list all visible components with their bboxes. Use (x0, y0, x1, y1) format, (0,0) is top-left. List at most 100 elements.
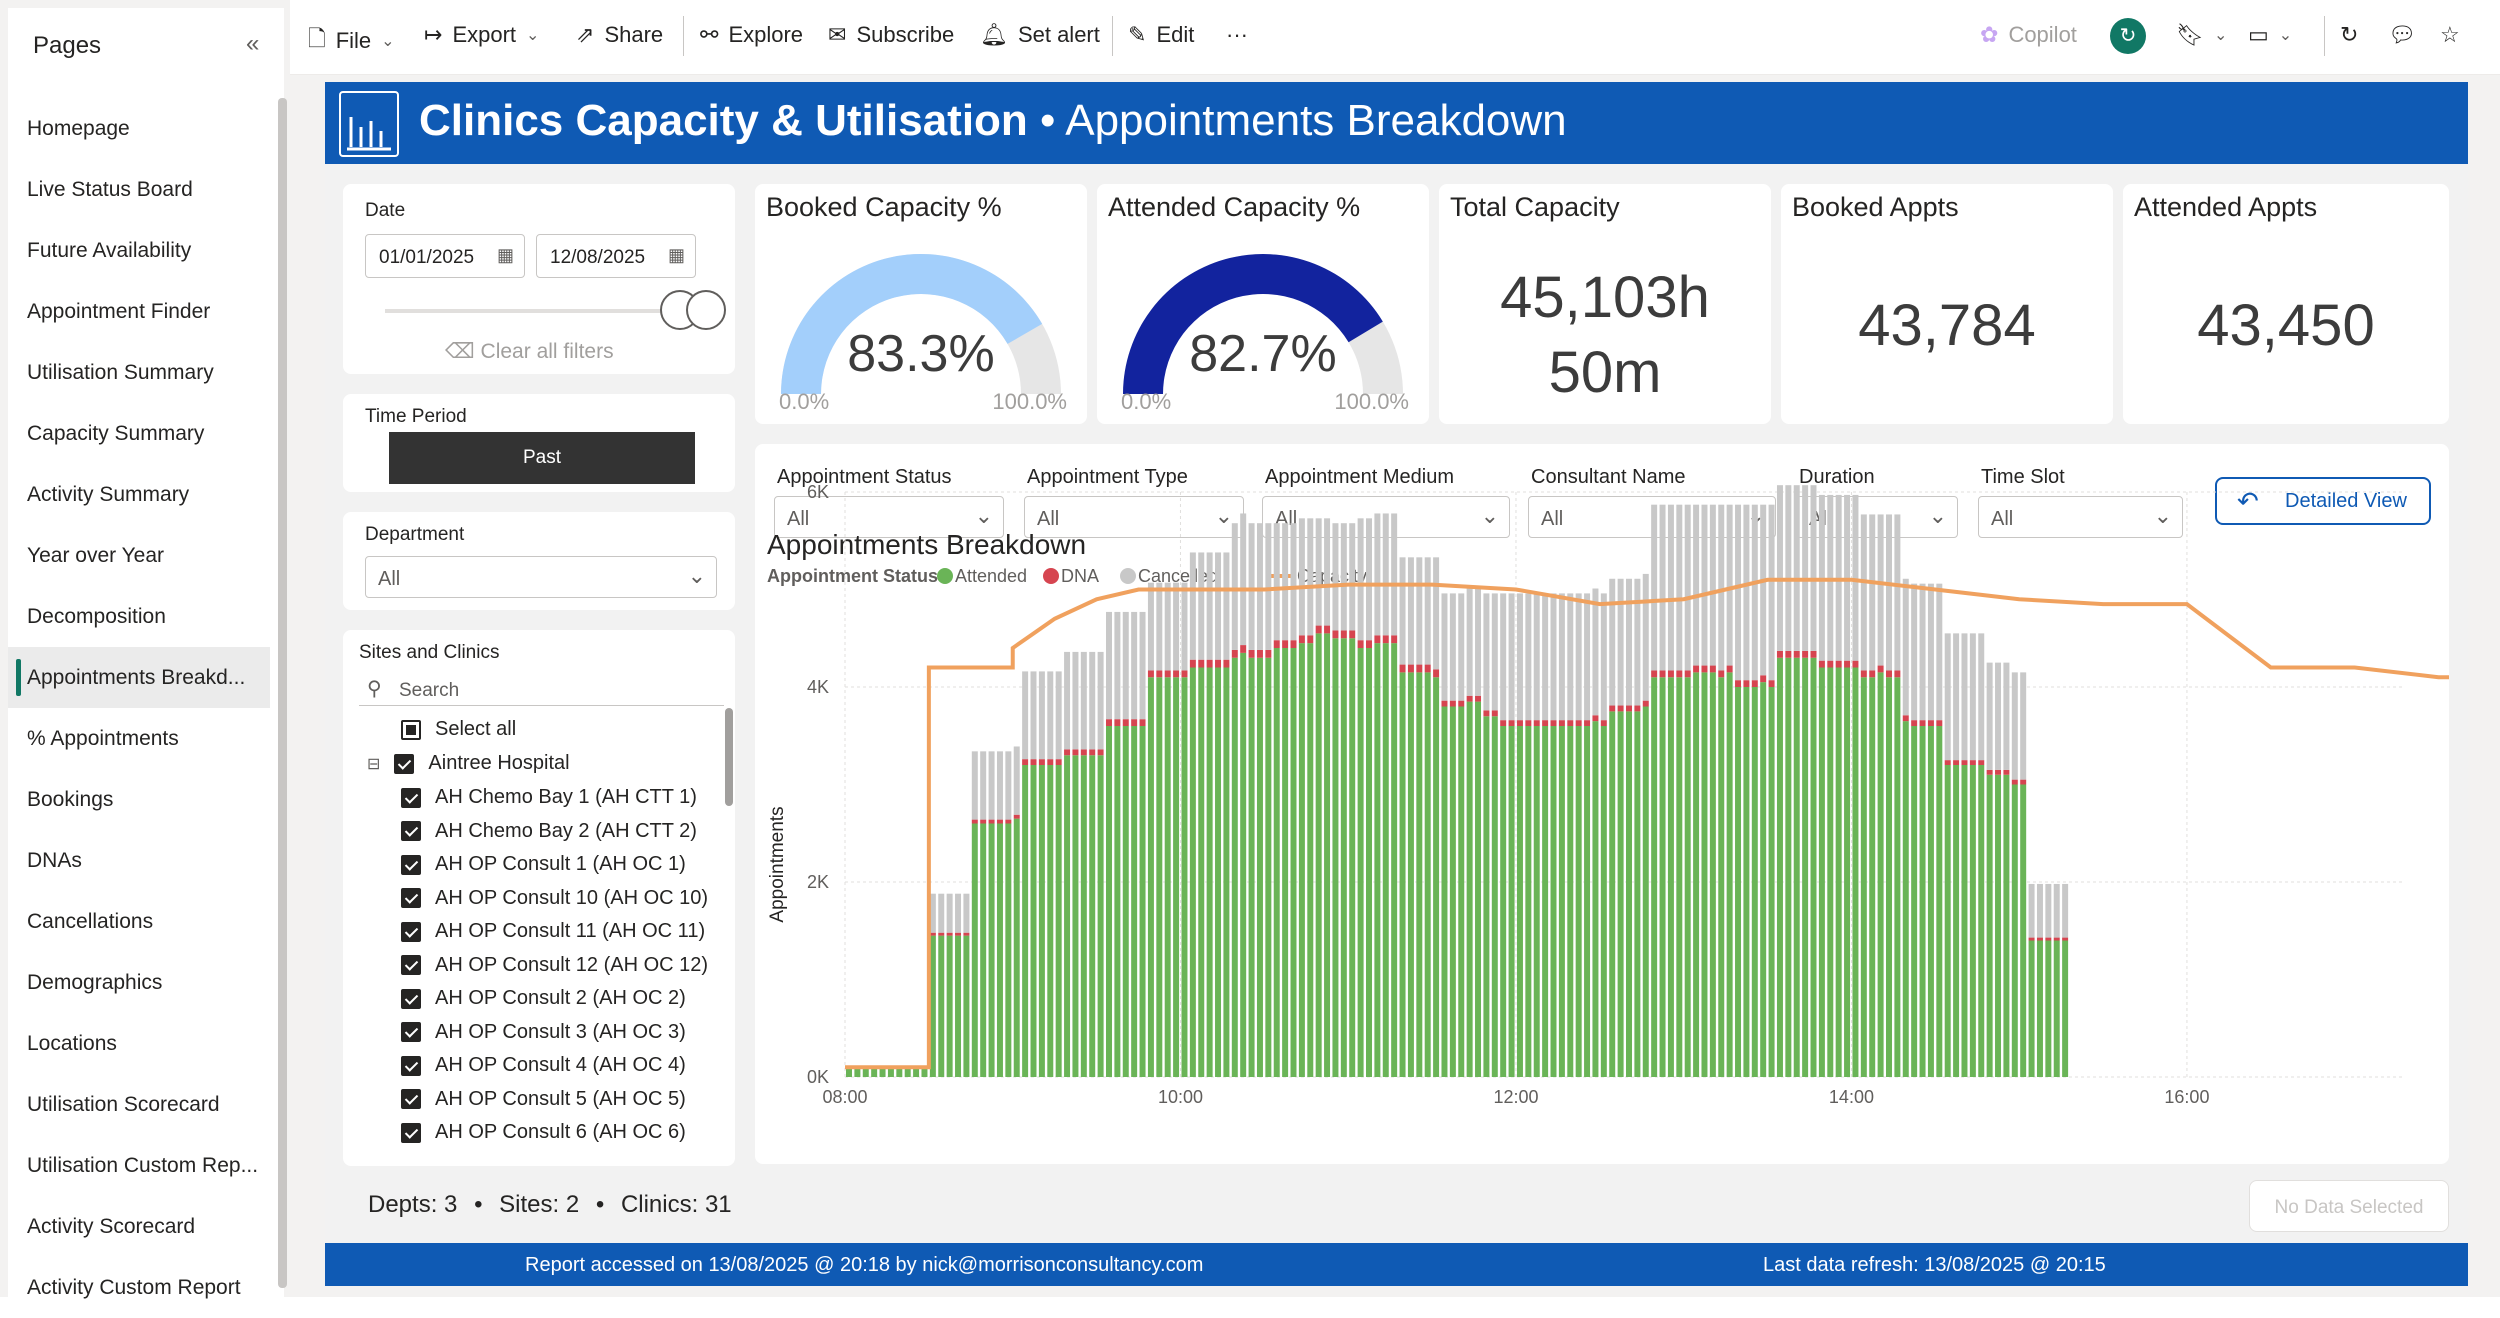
clinic-label: AH OP Consult 4 (AH OC 4) (435, 1054, 686, 1076)
no-data-button[interactable]: No Data Selected (2249, 1180, 2449, 1232)
hospital-node[interactable]: ⊟ Aintree Hospital (367, 752, 570, 775)
share-button[interactable]: ⇗ Share (576, 22, 663, 48)
page-nav-item[interactable]: Appointment Finder (27, 300, 211, 323)
page-nav-item[interactable]: Capacity Summary (27, 422, 205, 445)
clinic-checkbox[interactable] (401, 1089, 421, 1109)
page-nav-item[interactable]: Year over Year (27, 544, 165, 567)
back-arrow-icon: ↶ (2237, 486, 2259, 516)
file-menu[interactable]: 🗋 File ⌄ (308, 22, 395, 60)
chevron-down-icon: ⌄ (2278, 27, 2293, 44)
slicer-label: Time Slot (1981, 466, 2065, 488)
page-nav-item[interactable]: Utilisation Summary (27, 361, 214, 384)
cancelled-bar (1055, 671, 1062, 760)
clinic-option[interactable]: AH OP Consult 6 (AH OC 6) (401, 1121, 686, 1144)
edit-button[interactable]: ✎ Edit (1128, 22, 1194, 48)
dna-bar (1600, 720, 1607, 726)
comment-icon: 💬︎ (2388, 22, 2416, 47)
page-nav-item[interactable]: Activity Custom Report (27, 1276, 241, 1299)
page-nav-item[interactable]: % Appointments (27, 727, 179, 750)
reset-icon[interactable]: ↻ (2110, 18, 2146, 54)
page-nav-item[interactable]: Bookings (27, 788, 114, 811)
clinic-checkbox[interactable] (401, 1022, 421, 1042)
clinic-list-scrollbar[interactable] (725, 708, 733, 806)
page-nav-item[interactable]: Cancellations (27, 910, 154, 933)
more-options-button[interactable]: ··· (1226, 22, 1248, 48)
comment-button[interactable]: 💬︎ (2388, 22, 2416, 48)
clinic-option[interactable]: AH Chemo Bay 2 (AH CTT 2) (401, 820, 697, 843)
collapse-pane-icon[interactable]: « (246, 30, 260, 57)
clinic-option[interactable]: AH OP Consult 2 (AH OC 2) (401, 987, 686, 1010)
clinic-checkbox[interactable] (401, 1055, 421, 1076)
slicer-value: All (787, 508, 810, 530)
attended-bar (1793, 657, 1800, 1077)
department-dropdown[interactable]: All ⌄ (365, 556, 717, 598)
dna-bar (1315, 625, 1322, 634)
select-all-checkbox[interactable] (401, 719, 421, 740)
dna-bar (1475, 695, 1482, 702)
page-nav-item[interactable]: Utilisation Scorecard (27, 1093, 220, 1116)
detailed-view-button[interactable]: ↶ Detailed View (2215, 477, 2431, 525)
clinic-checkbox[interactable] (401, 921, 421, 942)
page-nav-item[interactable]: Decomposition (27, 605, 166, 628)
attended-bar (1357, 648, 1364, 1077)
set-alert-button[interactable]: 🔔︎ Set alert (980, 22, 1100, 48)
calendar-icon[interactable]: ▦ (667, 245, 685, 265)
clinic-option[interactable]: AH OP Consult 4 (AH OC 4) (401, 1054, 686, 1077)
cancelled-bar (988, 751, 995, 820)
bookmark-menu[interactable]: 🔖︎ ⌄ (2176, 22, 2227, 48)
calendar-icon[interactable]: ▦ (496, 245, 514, 265)
collapse-node-icon[interactable]: ⊟ (367, 755, 381, 773)
dna-bar (1978, 760, 1985, 765)
clear-all-filters-button[interactable]: ⌫ Clear all filters (445, 339, 614, 364)
page-nav-item[interactable]: Utilisation Custom Rep... (27, 1154, 259, 1177)
cancelled-bar (1491, 593, 1498, 711)
gauge-min-label: 0.0% (1121, 389, 1172, 414)
page-nav-item[interactable]: Locations (27, 1032, 117, 1055)
clinic-checkbox[interactable] (401, 787, 421, 808)
clinic-checkbox[interactable] (401, 821, 421, 841)
slicer-dropdown[interactable]: All ⌄ (774, 496, 1004, 538)
view-menu[interactable]: ▭ ⌄ (2248, 22, 2292, 48)
separator: • (595, 1191, 605, 1218)
refresh-button[interactable]: ↻ (2340, 22, 2358, 48)
clinic-checkbox[interactable] (401, 988, 421, 1009)
cancelled-bar (1718, 504, 1725, 671)
clinic-option[interactable]: AH OP Consult 5 (AH OC 5) (401, 1088, 686, 1111)
clinic-checkbox[interactable] (401, 1122, 421, 1143)
page-nav-item[interactable]: Appointments Breakd... (8, 647, 270, 708)
date-to-input[interactable]: 12/08/2025 ▦ (536, 234, 696, 278)
clinic-option[interactable]: AH OP Consult 10 (AH OC 10) (401, 887, 708, 910)
slicer-dropdown[interactable]: All ⌄ (1978, 496, 2183, 538)
clinic-option[interactable]: AH OP Consult 3 (AH OC 3) (401, 1021, 686, 1044)
slicer-dropdown[interactable]: All ⌄ (1024, 496, 1244, 538)
export-menu[interactable]: ↦ Export ⌄ (424, 22, 539, 48)
time-period-past-button[interactable]: Past (389, 432, 695, 484)
hospital-checkbox[interactable] (394, 753, 415, 774)
page-nav-item[interactable]: Activity Scorecard (27, 1215, 196, 1238)
clinic-option[interactable]: AH OP Consult 12 (AH OC 12) (401, 954, 708, 977)
copilot-button[interactable]: ✿ Copilot (1980, 22, 2077, 48)
clinic-checkbox[interactable] (401, 854, 421, 875)
favorite-button[interactable]: ☆ (2440, 22, 2460, 48)
clinic-search-input[interactable]: ⚲ Search (359, 674, 724, 706)
clinic-checkbox[interactable] (401, 888, 421, 908)
clinic-option[interactable]: AH Chemo Bay 1 (AH CTT 1) (401, 786, 697, 809)
date-slider-track[interactable] (385, 309, 685, 313)
clinic-checkbox[interactable] (401, 955, 421, 975)
page-nav-item[interactable]: Homepage (27, 117, 130, 140)
subscribe-button[interactable]: ✉ Subscribe (828, 22, 954, 48)
page-nav-item[interactable]: Demographics (27, 971, 163, 994)
clinic-option[interactable]: AH OP Consult 1 (AH OC 1) (401, 853, 686, 876)
explore-button[interactable]: ⚯ Explore (700, 22, 803, 48)
page-nav-item[interactable]: Future Availability (27, 239, 192, 262)
clinic-option[interactable]: AH OP Consult 11 (AH OC 11) (401, 920, 705, 943)
page-nav-item[interactable]: Live Status Board (27, 178, 193, 201)
select-all-option[interactable]: Select all (401, 718, 516, 741)
date-from-input[interactable]: 01/01/2025 ▦ (365, 234, 525, 278)
pages-scrollbar[interactable] (278, 98, 287, 1288)
cancelled-bar (1340, 523, 1347, 631)
page-nav-item[interactable]: Activity Summary (27, 483, 190, 506)
date-slider-handle-end[interactable] (686, 290, 726, 330)
page-nav-item[interactable]: DNAs (27, 849, 82, 872)
cancelled-bar (1080, 651, 1087, 750)
